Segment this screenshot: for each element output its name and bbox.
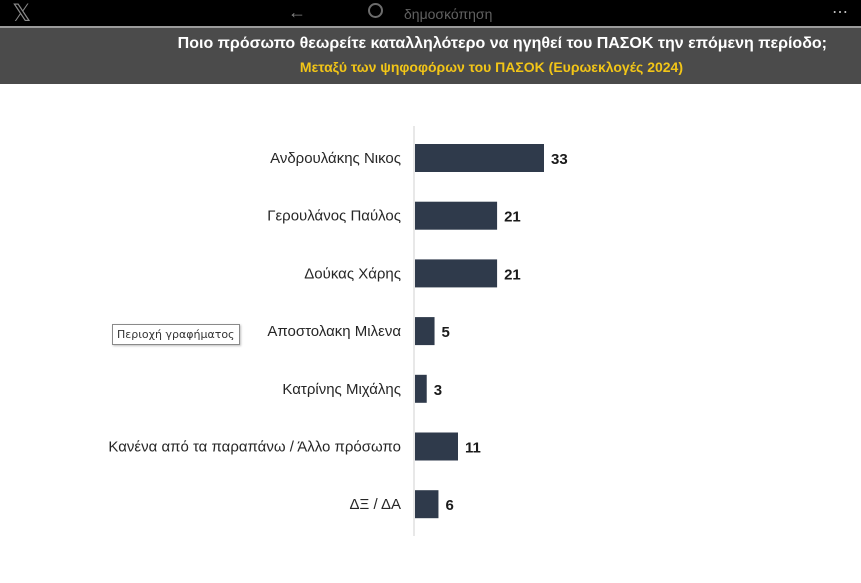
bar [415,490,439,519]
data-label: 33 [551,151,568,168]
chart-area-tooltip: Περιοχή γραφήματος [112,324,240,345]
data-label: 21 [504,266,521,283]
chart-title: Ποιο πρόσωπο θεωρείτε καταλληλότερο να η… [177,35,827,52]
x-logo-icon[interactable]: 𝕏 [12,0,32,27]
bar-chart: Ανδρουλάκης Νικος 33 Γερουλάνος Παύλος 21 Δο… [108,126,568,536]
bar [415,317,435,346]
category-label: Κατρίνης Μιχάλης [282,381,401,398]
search-icon[interactable] [368,3,383,18]
category-label: Γερουλάνος Παύλος [267,208,401,225]
category-label: Κανένα από τα παραπάνω / Άλλο πρόσωπο [108,439,401,456]
data-label: 21 [504,209,521,226]
search-input[interactable]: δημοσκόπηση [404,6,493,22]
category-label: Ανδρουλάκης Νικος [270,150,401,167]
category-label: Δούκας Χάρης [304,265,401,282]
bar [415,259,498,288]
chart-header: Ποιο πρόσωπο θεωρείτε καταλληλότερο να η… [0,26,861,84]
data-label: 3 [434,382,442,399]
data-label: 11 [465,440,481,457]
chart-subtitle: Μεταξύ των ψηφοφόρων του ΠΑΣΟΚ (Ευρωεκλο… [299,59,683,75]
data-label: 5 [442,324,450,341]
bar [415,201,498,230]
bar [415,432,458,461]
bar [415,144,544,172]
bar [415,374,427,403]
browser-top-bar: 𝕏 ← δημοσκόπηση ⋯ [0,0,861,26]
category-label: Αποστολακη Μιλενα [267,323,401,340]
data-label: 6 [445,497,453,514]
back-arrow-icon[interactable]: ← [288,2,306,22]
more-options-icon[interactable]: ⋯ [832,4,849,21]
category-label: ΔΞ / ΔΑ [350,496,401,513]
